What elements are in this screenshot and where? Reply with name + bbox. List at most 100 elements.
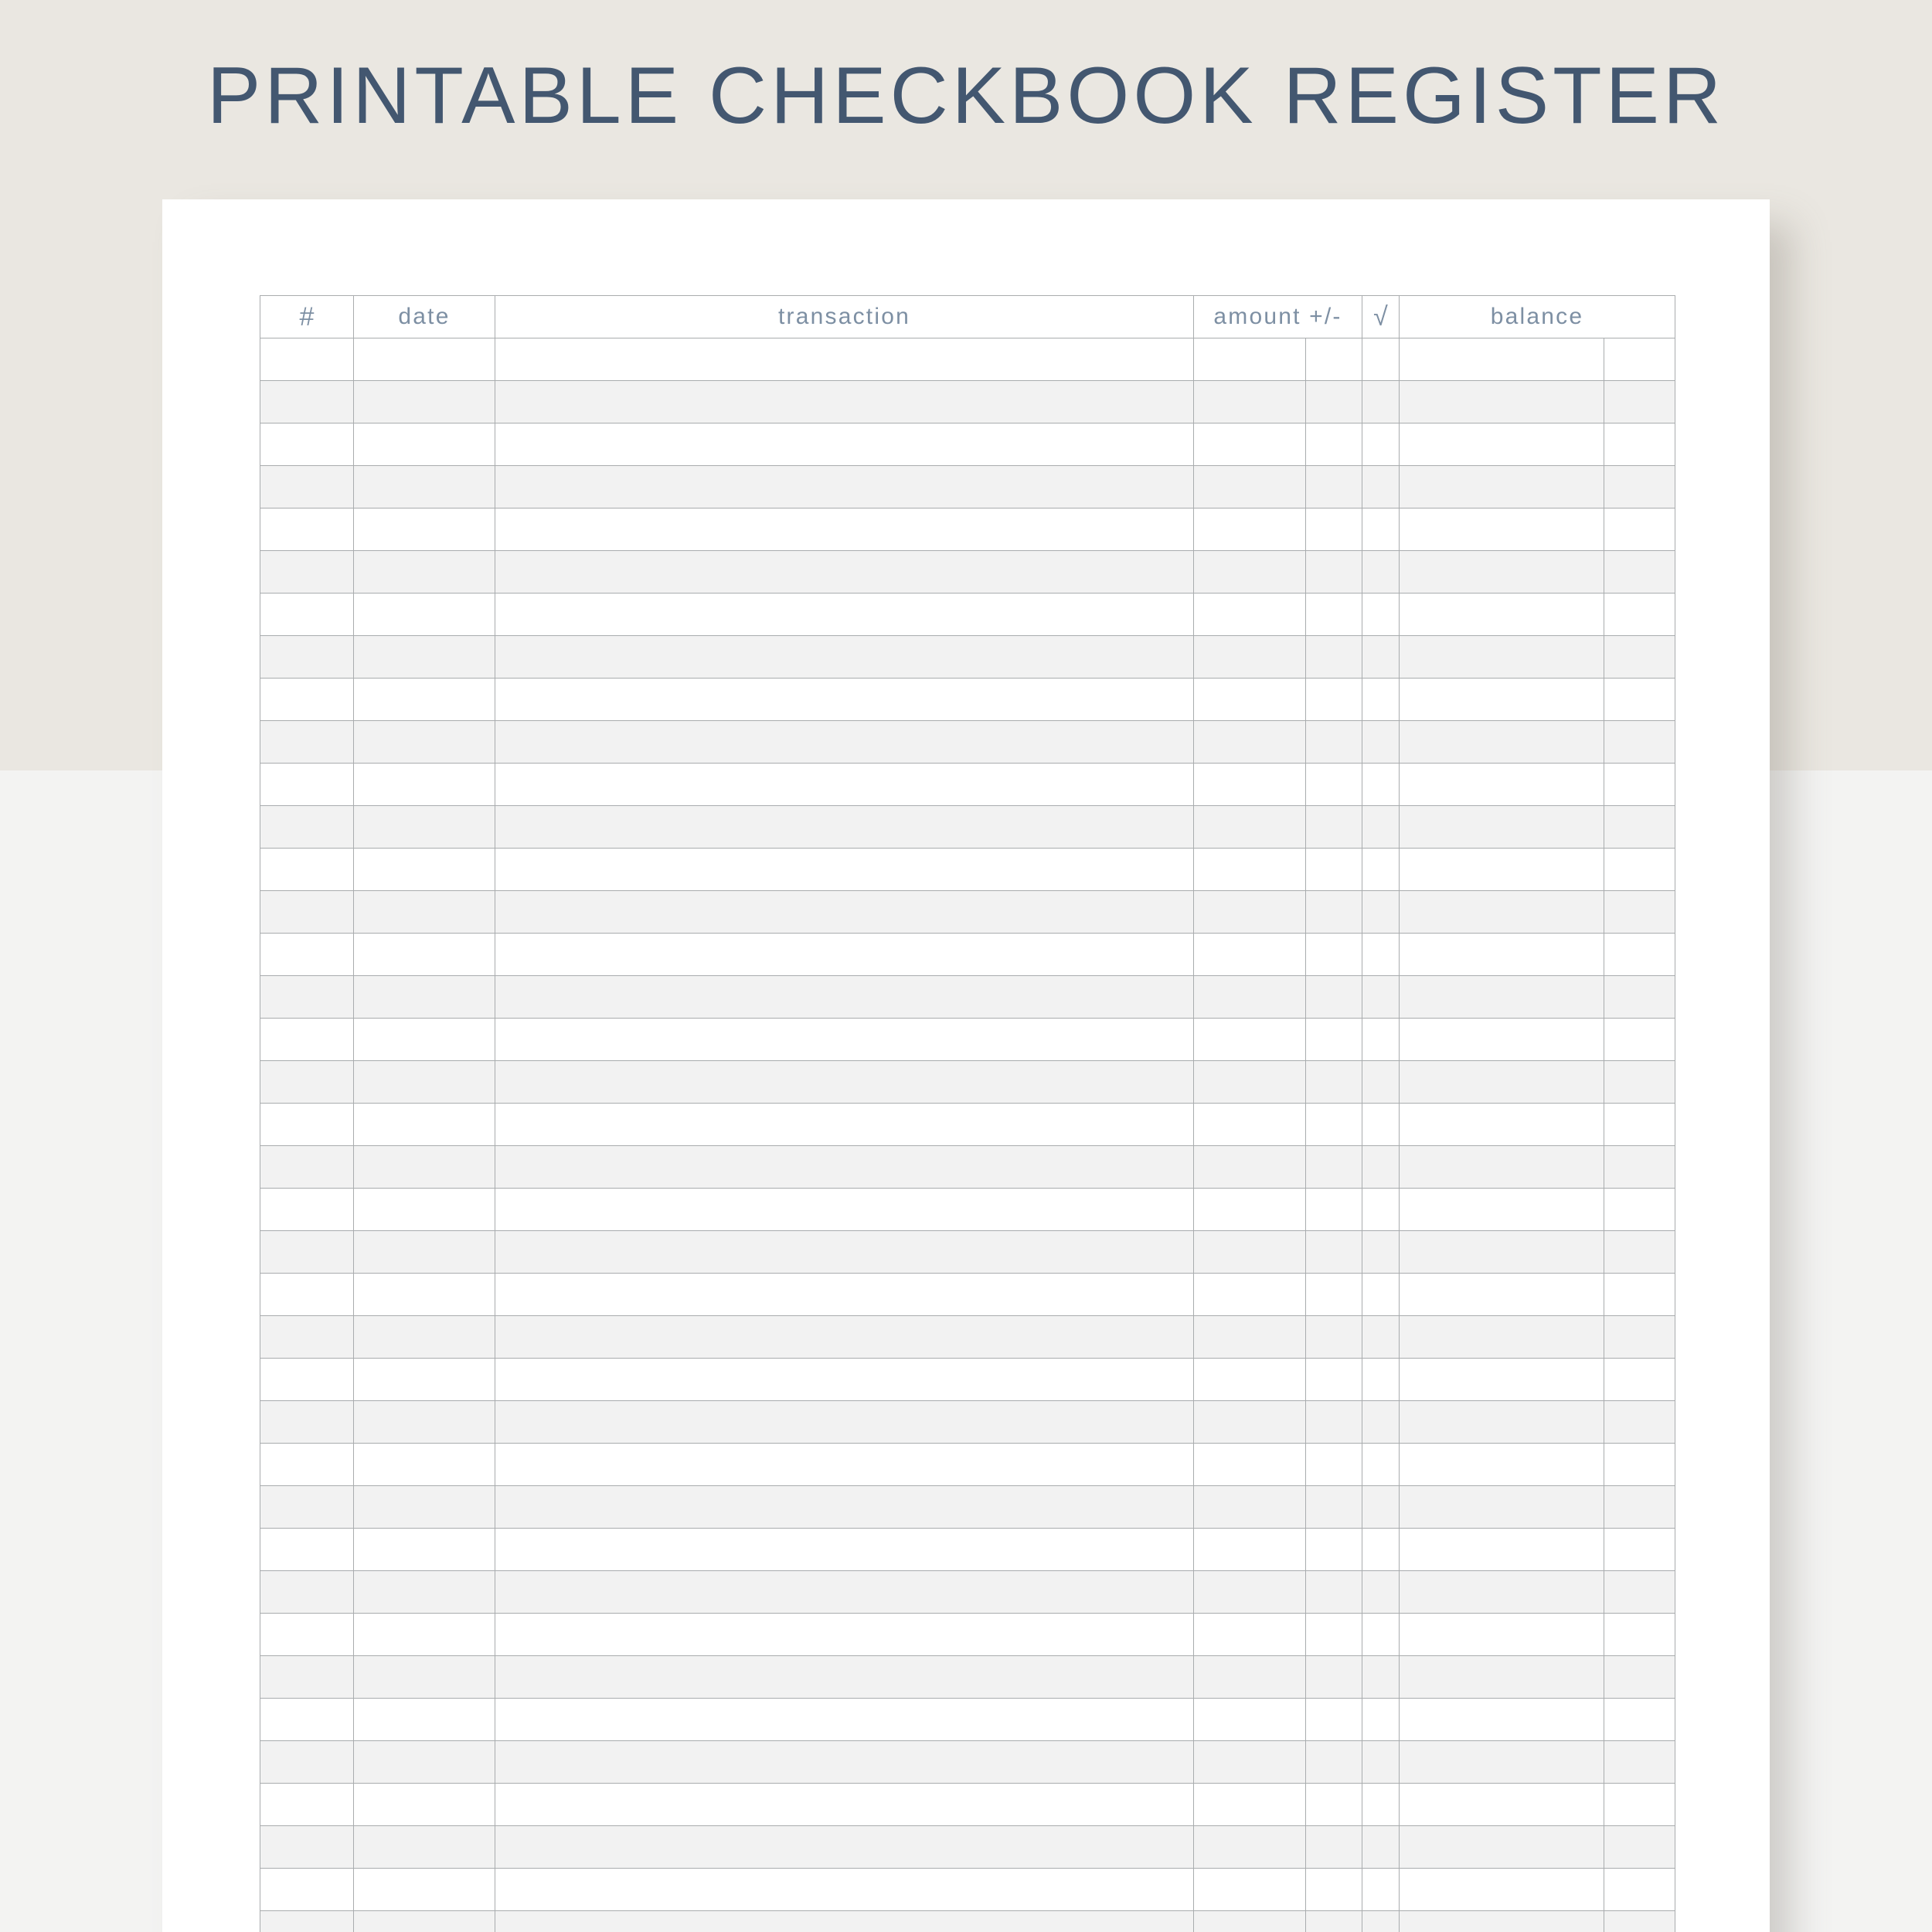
cell-amount-dollars[interactable]	[1193, 1018, 1306, 1061]
cell-balance-dollars[interactable]	[1399, 1273, 1604, 1316]
register-row[interactable]	[260, 1145, 1675, 1189]
cell-balance-cents[interactable]	[1604, 1358, 1675, 1401]
cell-number[interactable]	[260, 678, 354, 721]
cell-amount-cents[interactable]	[1305, 1060, 1362, 1104]
cell-amount-dollars[interactable]	[1193, 1400, 1306, 1444]
cell-date[interactable]	[353, 1018, 495, 1061]
cell-number[interactable]	[260, 1570, 354, 1614]
cell-transaction[interactable]	[495, 848, 1194, 891]
cell-number[interactable]	[260, 720, 354, 764]
register-row[interactable]	[260, 890, 1675, 934]
cell-amount-cents[interactable]	[1305, 1613, 1362, 1656]
cell-balance-cents[interactable]	[1604, 1613, 1675, 1656]
cell-balance-dollars[interactable]	[1399, 1655, 1604, 1699]
cell-amount-cents[interactable]	[1305, 1528, 1362, 1571]
cell-cleared[interactable]	[1362, 1315, 1400, 1359]
cell-number[interactable]	[260, 1315, 354, 1359]
cell-balance-dollars[interactable]	[1399, 338, 1604, 381]
cell-balance-cents[interactable]	[1604, 508, 1675, 551]
cell-date[interactable]	[353, 890, 495, 934]
cell-balance-dollars[interactable]	[1399, 720, 1604, 764]
cell-amount-cents[interactable]	[1305, 890, 1362, 934]
cell-transaction[interactable]	[495, 1060, 1194, 1104]
cell-transaction[interactable]	[495, 423, 1194, 466]
cell-date[interactable]	[353, 1188, 495, 1231]
cell-balance-dollars[interactable]	[1399, 550, 1604, 594]
cell-number[interactable]	[260, 508, 354, 551]
cell-balance-dollars[interactable]	[1399, 1060, 1604, 1104]
cell-balance-dollars[interactable]	[1399, 1315, 1604, 1359]
cell-transaction[interactable]	[495, 1443, 1194, 1486]
cell-balance-dollars[interactable]	[1399, 423, 1604, 466]
cell-number[interactable]	[260, 1910, 354, 1932]
cell-amount-dollars[interactable]	[1193, 1825, 1306, 1869]
cell-amount-cents[interactable]	[1305, 1145, 1362, 1189]
cell-balance-dollars[interactable]	[1399, 1188, 1604, 1231]
cell-cleared[interactable]	[1362, 763, 1400, 806]
cell-amount-dollars[interactable]	[1193, 975, 1306, 1019]
cell-balance-cents[interactable]	[1604, 1825, 1675, 1869]
cell-cleared[interactable]	[1362, 1868, 1400, 1911]
cell-balance-cents[interactable]	[1604, 1485, 1675, 1529]
cell-number[interactable]	[260, 1698, 354, 1741]
register-row[interactable]	[260, 1698, 1675, 1741]
cell-transaction[interactable]	[495, 380, 1194, 423]
cell-cleared[interactable]	[1362, 805, 1400, 849]
cell-amount-dollars[interactable]	[1193, 848, 1306, 891]
cell-transaction[interactable]	[495, 1315, 1194, 1359]
cell-cleared[interactable]	[1362, 933, 1400, 976]
cell-amount-dollars[interactable]	[1193, 720, 1306, 764]
cell-amount-dollars[interactable]	[1193, 380, 1306, 423]
cell-cleared[interactable]	[1362, 423, 1400, 466]
register-row[interactable]	[260, 1443, 1675, 1486]
cell-date[interactable]	[353, 1698, 495, 1741]
cell-amount-cents[interactable]	[1305, 1188, 1362, 1231]
cell-transaction[interactable]	[495, 1103, 1194, 1146]
register-row[interactable]	[260, 1273, 1675, 1316]
cell-amount-cents[interactable]	[1305, 1400, 1362, 1444]
cell-amount-cents[interactable]	[1305, 1358, 1362, 1401]
cell-date[interactable]	[353, 1145, 495, 1189]
cell-balance-cents[interactable]	[1604, 1740, 1675, 1784]
cell-amount-cents[interactable]	[1305, 1230, 1362, 1274]
cell-cleared[interactable]	[1362, 380, 1400, 423]
cell-cleared[interactable]	[1362, 678, 1400, 721]
cell-number[interactable]	[260, 1485, 354, 1529]
cell-amount-cents[interactable]	[1305, 933, 1362, 976]
cell-balance-dollars[interactable]	[1399, 890, 1604, 934]
cell-date[interactable]	[353, 1230, 495, 1274]
cell-amount-dollars[interactable]	[1193, 890, 1306, 934]
cell-transaction[interactable]	[495, 1613, 1194, 1656]
cell-transaction[interactable]	[495, 678, 1194, 721]
cell-date[interactable]	[353, 720, 495, 764]
cell-balance-dollars[interactable]	[1399, 380, 1604, 423]
cell-cleared[interactable]	[1362, 1910, 1400, 1932]
cell-cleared[interactable]	[1362, 550, 1400, 594]
cell-number[interactable]	[260, 423, 354, 466]
cell-amount-dollars[interactable]	[1193, 1145, 1306, 1189]
cell-number[interactable]	[260, 890, 354, 934]
cell-number[interactable]	[260, 1103, 354, 1146]
cell-number[interactable]	[260, 848, 354, 891]
cell-date[interactable]	[353, 1060, 495, 1104]
cell-balance-dollars[interactable]	[1399, 1018, 1604, 1061]
register-row[interactable]	[260, 1315, 1675, 1359]
cell-date[interactable]	[353, 508, 495, 551]
cell-amount-dollars[interactable]	[1193, 763, 1306, 806]
register-row[interactable]	[260, 975, 1675, 1019]
cell-amount-cents[interactable]	[1305, 1443, 1362, 1486]
cell-balance-dollars[interactable]	[1399, 933, 1604, 976]
cell-balance-dollars[interactable]	[1399, 1528, 1604, 1571]
register-row[interactable]	[260, 1613, 1675, 1656]
cell-number[interactable]	[260, 1145, 354, 1189]
cell-balance-dollars[interactable]	[1399, 1570, 1604, 1614]
cell-date[interactable]	[353, 933, 495, 976]
cell-number[interactable]	[260, 550, 354, 594]
cell-amount-cents[interactable]	[1305, 1825, 1362, 1869]
register-row[interactable]	[260, 1528, 1675, 1571]
cell-balance-cents[interactable]	[1604, 1783, 1675, 1826]
cell-balance-dollars[interactable]	[1399, 1825, 1604, 1869]
cell-amount-cents[interactable]	[1305, 1740, 1362, 1784]
cell-amount-cents[interactable]	[1305, 1655, 1362, 1699]
cell-amount-cents[interactable]	[1305, 848, 1362, 891]
